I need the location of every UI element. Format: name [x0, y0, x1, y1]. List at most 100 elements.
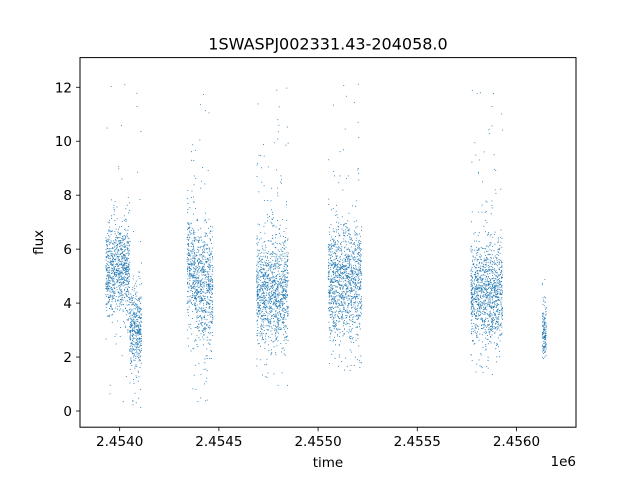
- data-point: [348, 228, 350, 230]
- data-point: [266, 275, 268, 277]
- data-point: [354, 231, 356, 233]
- data-point: [339, 295, 341, 297]
- data-point: [358, 287, 360, 289]
- data-point: [281, 309, 283, 311]
- data-point: [132, 318, 134, 320]
- data-point: [272, 275, 274, 277]
- data-point: [491, 125, 493, 127]
- data-point: [277, 295, 279, 297]
- data-point: [114, 281, 115, 283]
- data-point: [137, 317, 139, 319]
- data-point: [125, 307, 126, 309]
- data-point: [131, 299, 133, 301]
- data-point: [343, 271, 345, 273]
- data-point: [140, 325, 142, 327]
- data-point: [330, 333, 332, 335]
- data-point: [265, 244, 267, 246]
- data-point: [128, 245, 130, 247]
- data-point: [344, 246, 346, 248]
- data-point: [208, 287, 210, 289]
- data-point: [106, 283, 108, 285]
- data-point: [264, 342, 266, 344]
- data-point: [350, 300, 352, 302]
- data-point: [347, 312, 349, 314]
- data-point: [487, 258, 489, 260]
- data-point: [135, 324, 137, 326]
- data-point: [334, 266, 336, 267]
- data-point: [270, 253, 272, 255]
- data-point: [191, 318, 193, 319]
- data-point: [493, 295, 494, 297]
- data-point: [258, 343, 260, 345]
- data-point: [269, 277, 270, 279]
- data-point: [128, 263, 130, 265]
- data-point: [109, 236, 111, 238]
- data-point: [111, 252, 113, 254]
- data-point: [256, 268, 258, 270]
- data-point: [497, 286, 499, 288]
- data-point: [346, 292, 348, 294]
- data-point: [118, 268, 120, 270]
- data-point: [496, 343, 498, 345]
- data-point: [257, 255, 259, 257]
- data-point: [492, 284, 494, 286]
- data-point: [207, 289, 209, 291]
- data-point: [108, 275, 110, 277]
- data-point: [263, 269, 265, 271]
- data-point: [256, 275, 258, 277]
- data-point: [279, 276, 281, 278]
- data-point: [492, 286, 493, 287]
- data-point: [209, 344, 211, 345]
- data-point: [112, 248, 114, 249]
- data-point: [340, 244, 342, 246]
- data-point: [496, 329, 498, 331]
- data-point: [273, 266, 275, 267]
- data-point: [347, 276, 349, 278]
- data-point: [476, 270, 478, 272]
- data-point: [141, 349, 142, 351]
- data-point: [286, 219, 288, 221]
- data-point: [271, 266, 273, 268]
- data-point: [354, 273, 356, 275]
- data-point: [340, 253, 342, 255]
- data-point: [211, 301, 213, 303]
- data-point: [282, 303, 284, 305]
- data-point: [124, 322, 125, 324]
- data-point: [341, 298, 343, 300]
- data-point: [350, 284, 352, 286]
- data-point: [202, 283, 204, 285]
- data-point: [281, 299, 283, 301]
- data-point: [134, 321, 136, 323]
- data-point: [201, 309, 203, 311]
- data-point: [340, 250, 342, 252]
- data-point: [202, 288, 204, 290]
- data-point: [123, 246, 125, 248]
- data-point: [197, 296, 199, 298]
- data-point: [356, 326, 358, 328]
- data-point: [333, 267, 335, 269]
- data-point: [201, 274, 203, 276]
- data-point: [260, 284, 262, 286]
- data-point: [283, 295, 285, 296]
- data-point: [490, 268, 492, 270]
- data-point: [359, 326, 360, 328]
- data-point: [284, 309, 286, 311]
- data-point: [189, 273, 191, 275]
- data-point: [131, 319, 133, 321]
- data-point: [123, 255, 124, 257]
- data-point: [192, 275, 194, 277]
- data-point: [345, 178, 347, 180]
- data-point: [121, 263, 123, 265]
- data-point: [122, 250, 124, 252]
- data-point: [277, 314, 279, 316]
- data-point: [334, 242, 336, 244]
- data-point: [133, 308, 135, 310]
- data-point: [108, 278, 110, 280]
- data-point: [501, 113, 503, 115]
- data-point: [190, 323, 192, 325]
- data-point: [329, 299, 331, 301]
- data-point: [138, 299, 140, 301]
- data-point: [127, 300, 128, 302]
- data-point: [282, 295, 284, 297]
- data-point: [277, 249, 279, 251]
